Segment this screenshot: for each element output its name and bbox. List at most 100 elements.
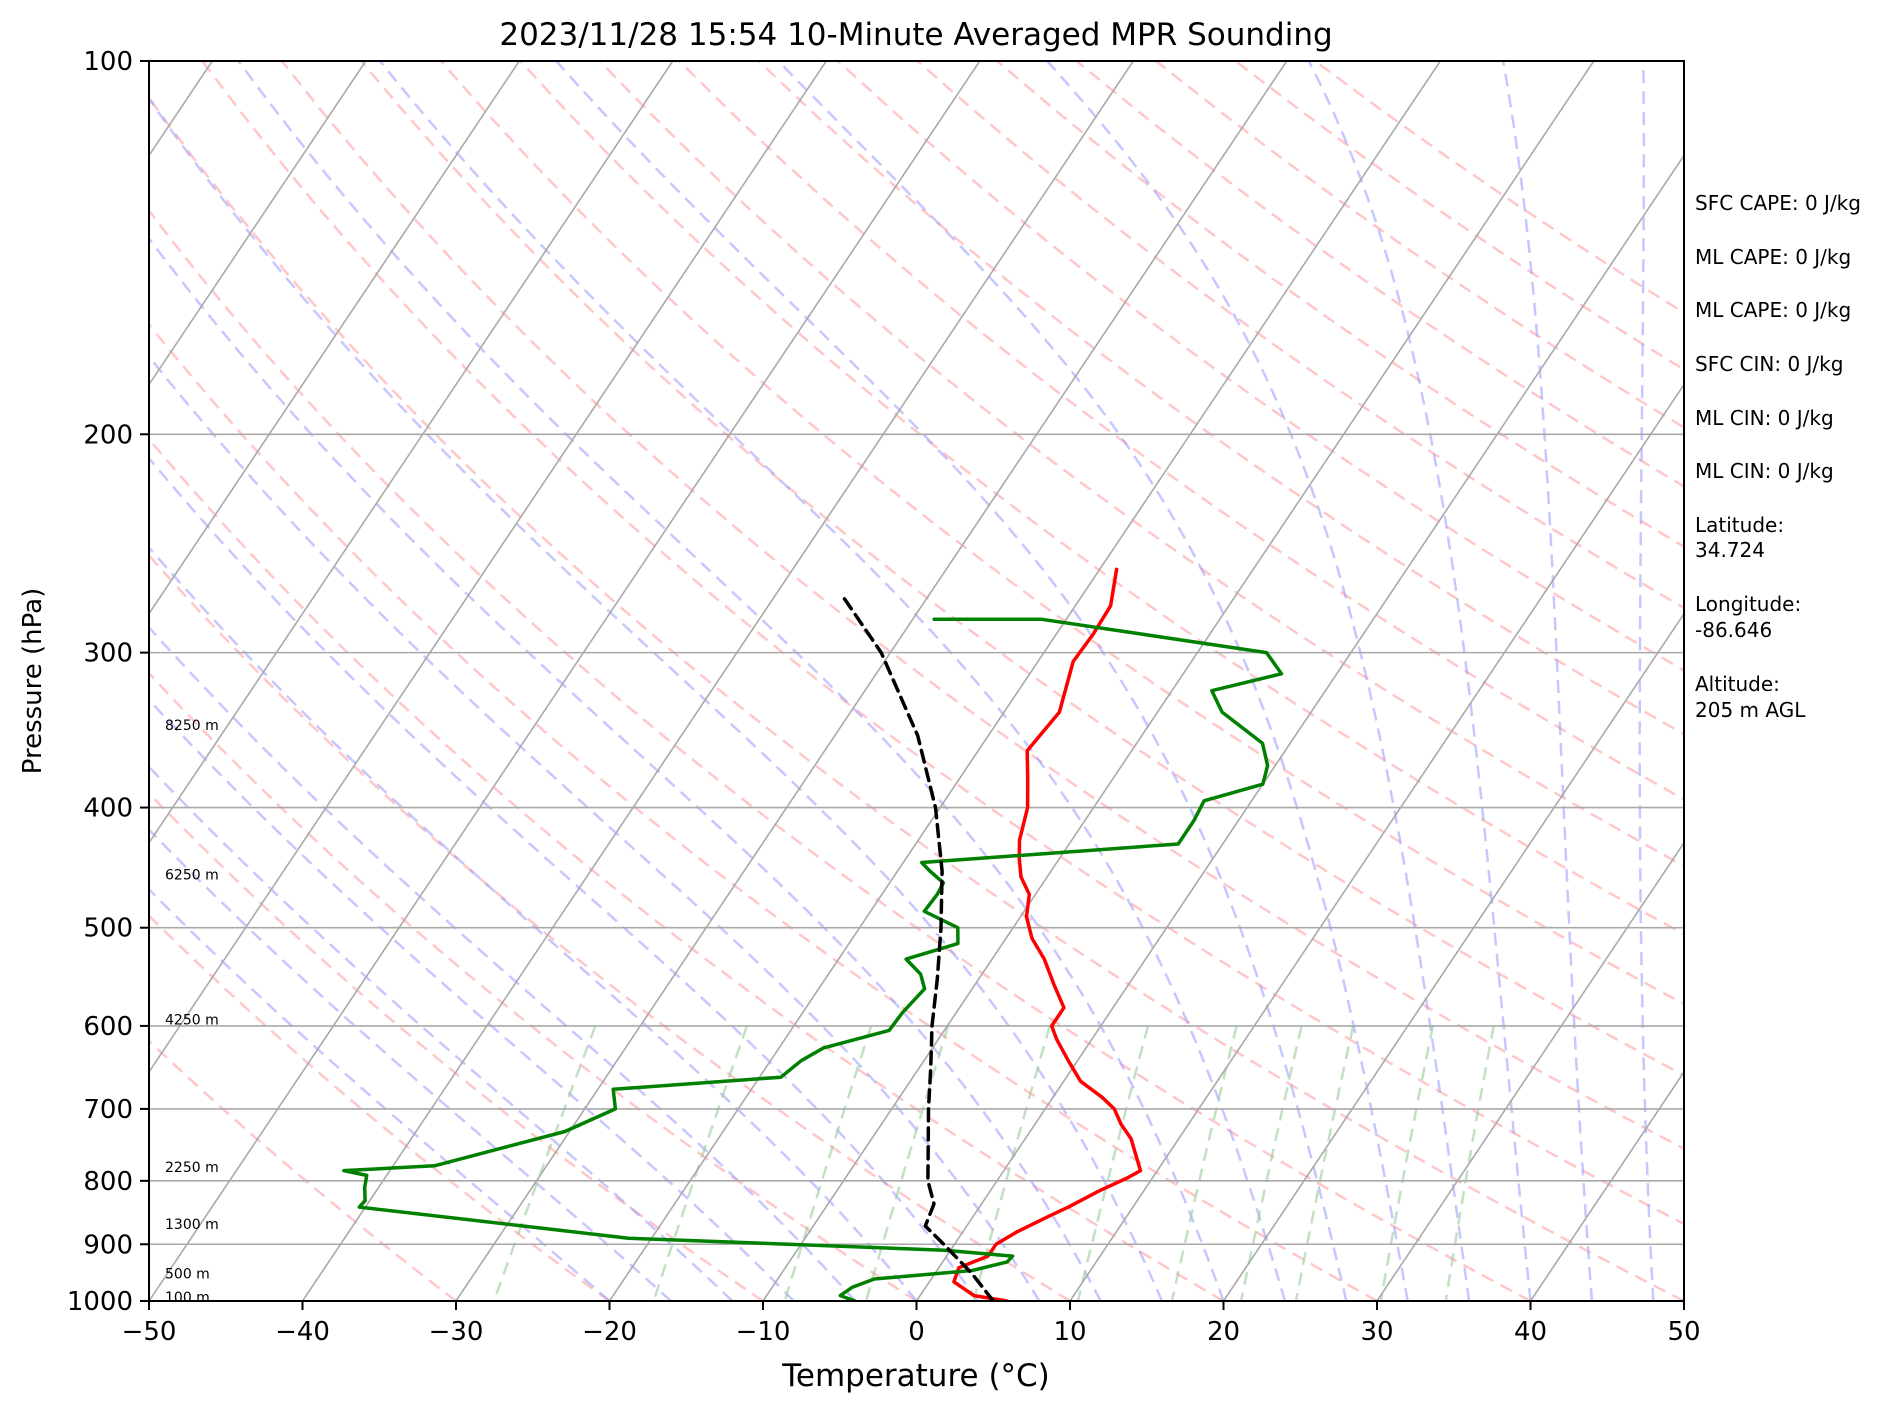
ml-cin-text: ML CIN: 0 J/kg (1695, 406, 1834, 430)
dry-adiabat (837, 61, 1684, 672)
moist-adiabat (149, 887, 611, 1301)
height-label: 4250 m (165, 1013, 219, 1029)
isotherm-line (762, 61, 1595, 1301)
dry-adiabat (149, 208, 1532, 1301)
ml-cin-text-2: ML CIN: 0 J/kg (1695, 459, 1834, 483)
x-tick-label: 10 (1053, 1317, 1086, 1347)
moist-adiabat (237, 61, 1225, 1301)
mixing-ratio-line (1294, 1025, 1355, 1301)
dry-adiabat (149, 1039, 457, 1301)
sfc-cin-text: SFC CIN: 0 J/kg (1695, 352, 1844, 376)
latitude-value: 34.724 (1695, 538, 1765, 562)
isotherm-line (455, 61, 1288, 1301)
isotherm-line (149, 61, 827, 1074)
moist-adiabat (1046, 61, 1471, 1301)
moist-adiabat (1307, 61, 1532, 1301)
x-tick-label: 30 (1360, 1317, 1393, 1347)
mixing-ratio-line (864, 1025, 950, 1301)
temperature-line (952, 567, 1143, 1301)
dry-adiabat (149, 553, 1071, 1301)
y-tick-label: 100 (83, 47, 133, 77)
moist-adiabat (1501, 61, 1594, 1301)
height-label: 6250 m (165, 868, 219, 884)
x-tick-label: −10 (736, 1317, 791, 1347)
isotherm-line (608, 61, 1441, 1301)
x-tick-label: −30 (429, 1317, 484, 1347)
dry-adiabat (149, 95, 1684, 1301)
isotherm-line (915, 154, 1684, 1301)
reference-lines (149, 61, 1684, 1301)
chart-title: 2023/11/28 15:54 10-Minute Averaged MPR … (499, 17, 1332, 53)
parcel-line (840, 594, 996, 1301)
x-tick-label: −50 (122, 1317, 177, 1347)
dry-adiabat (519, 61, 1684, 936)
y-tick-label: 900 (83, 1230, 133, 1260)
dry-adiabat (360, 61, 1684, 1077)
y-tick-label: 1000 (67, 1287, 133, 1317)
isotherm-line (1069, 383, 1684, 1301)
isotherm-line (149, 61, 367, 387)
moist-adiabat (149, 827, 672, 1301)
isotherm-line (301, 61, 1134, 1301)
dewpoint-line (342, 617, 1284, 1301)
plot-frame (148, 60, 1685, 1302)
moist-adiabat (149, 625, 857, 1301)
longitude-value: -86.646 (1695, 618, 1773, 642)
dry-adiabat (149, 437, 1225, 1301)
profile-layer (342, 567, 1284, 1301)
moist-adiabat (149, 545, 918, 1301)
moist-adiabat (149, 765, 734, 1301)
y-tick-label: 500 (83, 914, 133, 944)
mixing-ratio-line (1379, 1025, 1435, 1301)
ml-cape-text-2: ML CAPE: 0 J/kg (1695, 298, 1852, 322)
isotherm-line (149, 61, 520, 616)
dry-adiabat (280, 61, 1684, 1151)
pressure-gridlines (149, 433, 1684, 1246)
x-tick-label: 20 (1207, 1317, 1240, 1347)
height-label: 500 m (165, 1266, 210, 1282)
altitude-label: Altitude: (1695, 672, 1780, 696)
height-label: 1300 m (165, 1217, 219, 1233)
moist-adiabat (777, 61, 1409, 1301)
y-tick-label: 600 (83, 1012, 133, 1042)
sfc-cape-text: SFC CAPE: 0 J/kg (1695, 191, 1861, 215)
isotherm-line (1529, 1070, 1684, 1301)
y-tick-label: 700 (83, 1095, 133, 1125)
moist-adiabat (378, 61, 1287, 1301)
y-tick-label: 800 (83, 1167, 133, 1197)
moist-adiabat (149, 236, 1102, 1301)
x-tick-label: 0 (908, 1317, 925, 1347)
height-label: 100 m (165, 1290, 210, 1306)
x-tick-label: 40 (1514, 1317, 1547, 1347)
isotherm-line (1376, 841, 1684, 1301)
height-labels: 100 m 500 m 1300 m 2250 m 4250 m 6250 m 8250 m (165, 718, 219, 1306)
dry-adiabat (149, 322, 1378, 1301)
dry-adiabat (149, 913, 611, 1301)
dry-adiabat (149, 671, 918, 1301)
dry-adiabat (201, 61, 1684, 1226)
isotherm-line (1222, 612, 1684, 1301)
mixing-ratio-line (492, 1025, 597, 1301)
y-tick-label: 200 (83, 420, 133, 450)
x-tick-label: 50 (1667, 1317, 1700, 1347)
longitude-label: Longitude: (1695, 592, 1802, 616)
y-axis-label: Pressure (hPa) (18, 588, 48, 775)
y-tick-label: 400 (83, 794, 133, 824)
isotherm-line (149, 61, 981, 1301)
altitude-value: 205 m AGL (1695, 698, 1806, 722)
y-tick-label: 300 (83, 639, 133, 669)
dry-adiabat (916, 61, 1684, 610)
x-tick-label: −40 (275, 1317, 330, 1347)
moist-adiabat (1638, 61, 1655, 1301)
moist-adiabat (149, 96, 1164, 1301)
dry-adiabat (439, 61, 1684, 1006)
latitude-label: Latitude: (1695, 513, 1785, 537)
isotherm-line (149, 61, 674, 845)
moist-adiabat (149, 456, 979, 1301)
ml-cape-text: ML CAPE: 0 J/kg (1695, 245, 1852, 269)
moist-adiabat (149, 354, 1041, 1301)
x-axis-label: Temperature (°C) (781, 1358, 1050, 1394)
mixing-ratio-line (652, 1025, 749, 1301)
